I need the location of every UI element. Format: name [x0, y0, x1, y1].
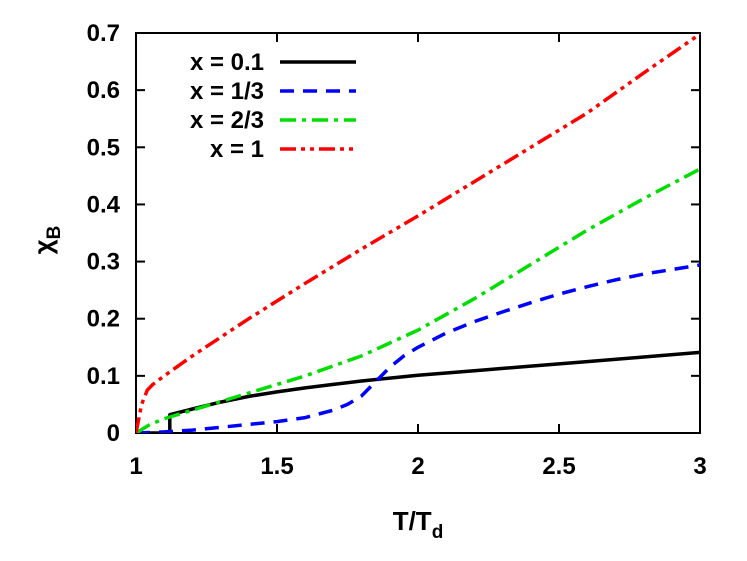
legend: x = 0.1x = 1/3x = 2/3x = 1: [190, 49, 356, 163]
x-tick-label: 1.5: [260, 453, 293, 480]
x-tick-label: 3: [693, 453, 706, 480]
series-layer: [136, 33, 700, 433]
y-tick-label: 0: [107, 420, 120, 447]
x-axis-title: T/Td: [393, 506, 444, 543]
y-tick-label: 0.4: [87, 191, 121, 218]
series-line-1: [136, 350, 700, 433]
y-tick-label: 0.1: [87, 363, 120, 390]
y-tick-label: 0.3: [87, 249, 120, 276]
x-tick-label: 2: [411, 453, 424, 480]
y-axis-title: χB: [28, 226, 65, 255]
x-tick-label: 1: [129, 453, 142, 480]
y-tick-label: 0.6: [87, 77, 120, 104]
legend-label-1: x = 0.1: [190, 49, 264, 76]
legend-label-3: x = 2/3: [190, 107, 264, 134]
legend-label-2: x = 1/3: [190, 78, 264, 105]
legend-label-4: x = 1: [210, 136, 264, 163]
y-tick-label: 0.2: [87, 306, 120, 333]
series-line-2: [136, 263, 700, 433]
y-tick-label: 0.5: [87, 134, 120, 161]
series-line-3: [136, 167, 700, 433]
x-axis-title-main: T/T: [393, 506, 432, 536]
x-axis-title-sub: d: [432, 522, 444, 543]
series-line-4: [136, 33, 700, 433]
y-axis-title-main: χ: [28, 239, 58, 254]
x-tick-label: 2.5: [542, 453, 575, 480]
y-tick-label: 0.7: [87, 20, 120, 47]
y-axis-title-sub: B: [44, 226, 65, 240]
